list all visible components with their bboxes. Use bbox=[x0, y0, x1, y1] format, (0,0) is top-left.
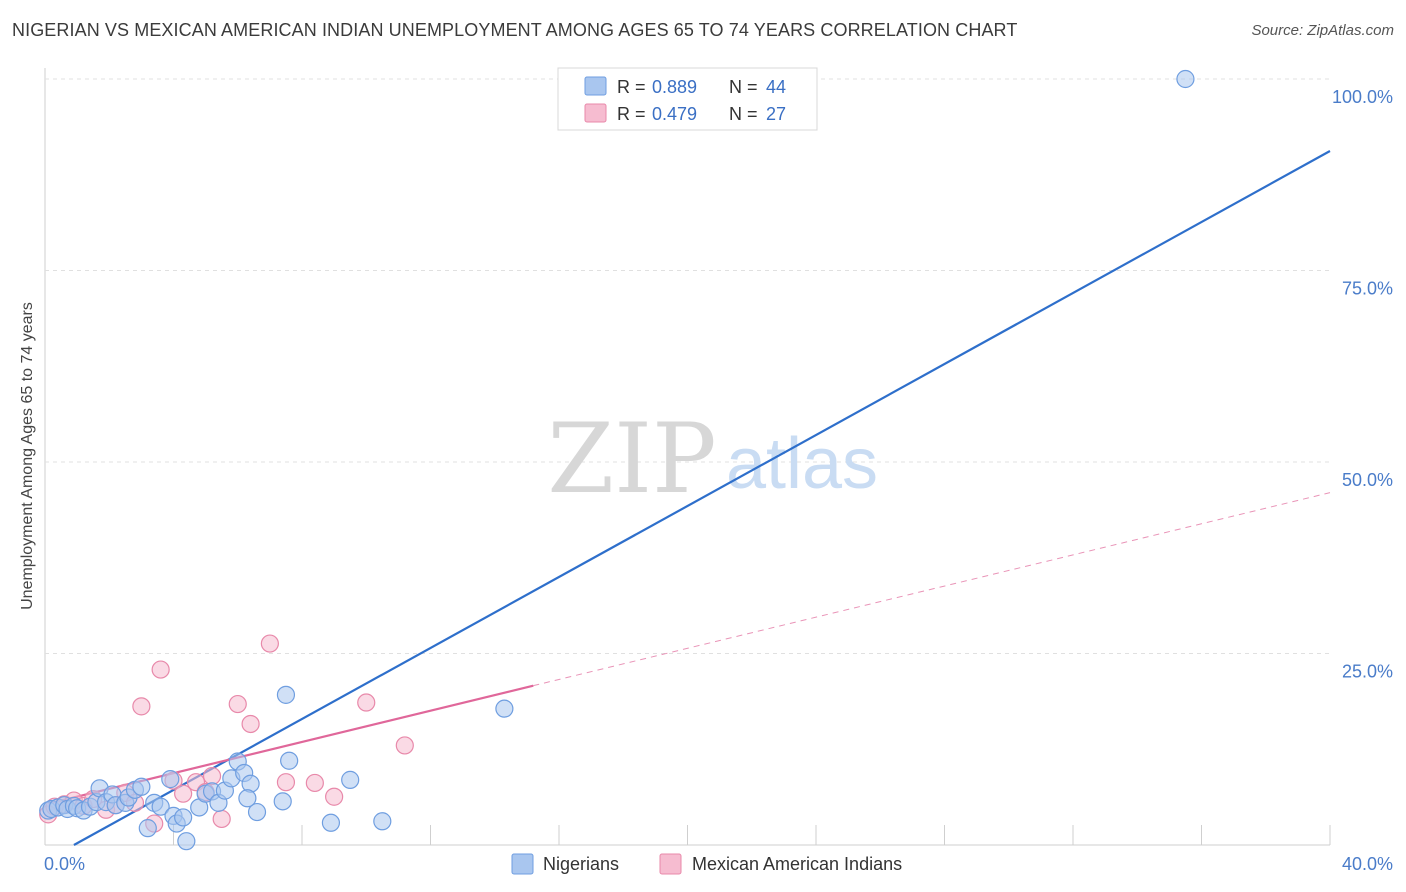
y-tick-label: 50.0% bbox=[1342, 470, 1393, 490]
legend-n-value-1: 44 bbox=[766, 77, 786, 97]
data-point-mexican-american-indian bbox=[212, 809, 231, 829]
data-point-mexican-american-indian bbox=[241, 714, 260, 734]
legend-r-label-2: R = bbox=[617, 104, 646, 124]
bottom-legend-label-nigerians: Nigerians bbox=[543, 854, 619, 874]
data-point-mexican-american-indian bbox=[276, 773, 296, 792]
data-point-nigerian bbox=[495, 699, 514, 718]
y-tick-label: 75.0% bbox=[1342, 279, 1393, 299]
chart-source: Source: ZipAtlas.com bbox=[1251, 22, 1394, 39]
watermark-zip: ZIP bbox=[547, 403, 716, 515]
legend-n-label-1: N = bbox=[729, 77, 758, 97]
data-point-nigerian bbox=[132, 777, 151, 796]
legend-swatch-mexican-american-indians bbox=[584, 103, 607, 123]
legend-r-label-1: R = bbox=[617, 77, 646, 97]
data-point-nigerian bbox=[238, 789, 257, 808]
data-point-mexican-american-indian bbox=[174, 784, 193, 803]
data-point-nigerian bbox=[280, 751, 299, 770]
watermark: ZIP atlas bbox=[547, 403, 878, 515]
legend-swatch-nigerians bbox=[584, 76, 607, 96]
bottom-legend-swatch-nigerians bbox=[511, 853, 534, 875]
data-point-nigerian bbox=[276, 685, 296, 704]
chart-title: NIGERIAN VS MEXICAN AMERICAN INDIAN UNEM… bbox=[12, 20, 1018, 40]
data-point-mexican-american-indian bbox=[357, 693, 376, 712]
x-tick-label-max: 40.0% bbox=[1342, 854, 1393, 874]
nigerian-points bbox=[39, 69, 1195, 851]
data-point-mexican-american-indian bbox=[132, 697, 151, 716]
watermark-atlas: atlas bbox=[726, 424, 878, 504]
bottom-legend-label-mexican-american-indians: Mexican American Indians bbox=[692, 854, 902, 874]
x-tick-label-min: 0.0% bbox=[44, 854, 85, 874]
data-point-mexican-american-indian bbox=[395, 736, 414, 755]
legend-n-value-2: 27 bbox=[766, 104, 786, 124]
data-point-nigerian bbox=[161, 770, 180, 789]
data-point-mexican-american-indian bbox=[151, 660, 170, 679]
nigerian-trendline bbox=[73, 150, 1331, 846]
y-tick-labels: 25.0% 50.0% 75.0% 100.0% bbox=[1332, 87, 1393, 682]
data-point-nigerian bbox=[373, 812, 392, 831]
data-point-mexican-american-indian bbox=[260, 634, 279, 653]
data-point-nigerian bbox=[1176, 69, 1195, 89]
mexican-american-indian-trendline-extension bbox=[533, 492, 1331, 687]
legend-box: R = 0.889 N = 44 R = 0.479 N = 27 bbox=[557, 67, 818, 131]
x-tick-labels: 0.0% 40.0% bbox=[44, 854, 1393, 874]
y-tick-label: 100.0% bbox=[1332, 87, 1393, 107]
data-point-nigerian bbox=[177, 832, 196, 851]
bottom-legend: Nigerians Mexican American Indians bbox=[511, 853, 902, 875]
data-point-nigerian bbox=[174, 808, 193, 827]
legend-n-label-2: N = bbox=[729, 104, 758, 124]
bottom-legend-swatch-mexican-american-indians bbox=[659, 853, 682, 875]
data-point-nigerian bbox=[321, 813, 341, 832]
data-point-nigerian bbox=[138, 819, 157, 838]
data-point-nigerian bbox=[273, 792, 292, 811]
data-point-mexican-american-indian bbox=[228, 694, 247, 714]
legend-r-value-1: 0.889 bbox=[652, 77, 697, 97]
legend-r-value-2: 0.479 bbox=[652, 104, 697, 124]
data-point-nigerian bbox=[247, 802, 267, 822]
data-point-nigerian bbox=[151, 797, 170, 816]
data-point-mexican-american-indian bbox=[305, 773, 324, 793]
data-point-nigerian bbox=[341, 770, 360, 789]
data-point-mexican-american-indian bbox=[325, 787, 344, 806]
y-tick-label: 25.0% bbox=[1342, 662, 1393, 682]
data-point-mexican-american-indian bbox=[202, 766, 222, 786]
